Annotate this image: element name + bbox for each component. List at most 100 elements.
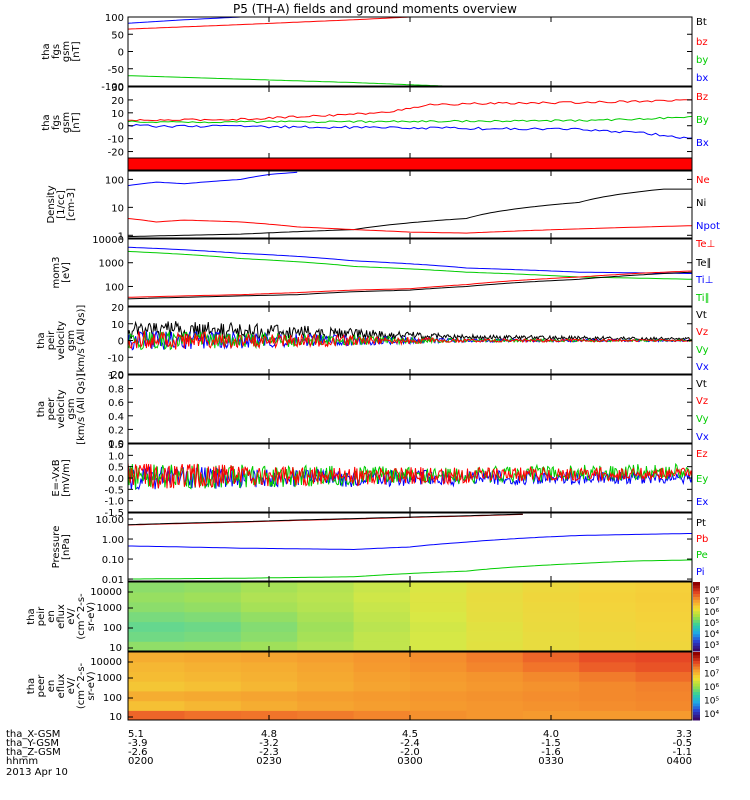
panel-plot-area — [128, 320, 692, 351]
y-tick-label: 10.00 — [95, 515, 124, 526]
y-axis-label: velocity — [56, 321, 67, 360]
spectrogram-cell — [466, 681, 524, 692]
legend-label-Bt: Bt — [696, 17, 707, 28]
spectrogram-cell — [297, 661, 355, 672]
colorbar-segment — [693, 582, 700, 586]
y-tick-label: 0.0 — [108, 439, 124, 450]
legend-label-Vy: Vy — [696, 414, 709, 425]
series-Vt — [128, 320, 692, 342]
legend-label-Ex: Ex — [696, 497, 708, 508]
spectrogram-cell — [410, 700, 467, 711]
spectrogram-cell — [466, 621, 524, 632]
spectrogram-cell — [184, 582, 242, 593]
legend-label-Vz: Vz — [696, 327, 708, 338]
series-Te⊥ — [128, 270, 692, 298]
panel-plot-area — [128, 246, 692, 300]
spectrogram-cell — [184, 611, 242, 623]
x-axis-row-value: 4.8 — [261, 729, 277, 740]
legend-label-Npot: Npot — [696, 221, 720, 232]
legend-label-Vx: Vx — [696, 362, 709, 373]
spectrogram-cell — [353, 661, 411, 672]
colorbar-segment — [693, 674, 700, 678]
spectrogram-cell — [522, 690, 580, 702]
y-axis-label: tha — [41, 114, 52, 130]
colorbar-segment — [693, 703, 700, 707]
spectrogram-cell — [635, 671, 692, 682]
y-tick-label: 1 — [118, 231, 124, 242]
series-By — [128, 115, 692, 124]
spectrogram-cell — [466, 631, 524, 642]
legend-label-Pt: Pt — [696, 518, 706, 529]
legend-label-Bx: Bx — [696, 138, 709, 149]
spectrogram-cell — [579, 631, 637, 642]
colorbar-segment — [693, 711, 700, 715]
spectrogram-cell — [353, 631, 411, 642]
colorbar-segment — [693, 625, 700, 629]
y-tick-label: 10 — [111, 320, 124, 331]
panel-frame — [127, 157, 693, 171]
y-axis-label: eV/ — [66, 608, 77, 625]
y-axis-label: tha — [26, 608, 37, 624]
spectrogram-cell — [635, 591, 692, 603]
colorbar-segment — [693, 688, 700, 693]
legend-label-Te⊥: Te⊥ — [695, 239, 715, 250]
spectrogram-cell — [410, 621, 467, 632]
y-axis-label: [1/cc] — [56, 190, 67, 219]
spectrogram-cell — [410, 641, 467, 651]
series-Npot — [128, 171, 298, 187]
spectrogram-cell — [240, 601, 298, 613]
colorbar-segment — [693, 671, 700, 676]
spectrogram-cell — [240, 700, 298, 711]
y-axis-label: peir — [46, 330, 57, 350]
y-tick-label: 1000 — [97, 673, 122, 684]
colorbar: 10⁸ 10⁷ 10⁶ 10⁵ 10⁴ — [693, 652, 719, 721]
spectrogram-cell — [579, 621, 637, 632]
y-tick-label: -10 — [108, 353, 124, 364]
colorbar-segment — [693, 587, 700, 592]
spectrogram-cell — [353, 582, 411, 593]
spectrogram-cell — [466, 601, 524, 613]
spectrogram-cell — [353, 700, 411, 711]
colorbar-segment — [693, 677, 700, 681]
colorbar-segment — [693, 584, 700, 589]
colorbar-tick-label: 10⁵ — [704, 697, 719, 707]
spectrogram-cell — [466, 700, 524, 711]
colorbar-segment — [693, 630, 700, 635]
y-axis-label: velocity — [56, 389, 67, 428]
colorbar-segment — [693, 705, 700, 710]
spectrogram-cell — [240, 681, 298, 692]
colorbar-segment — [693, 694, 700, 698]
spectrogram-cell — [466, 661, 524, 672]
y-tick-label: 100 — [103, 693, 122, 704]
spectrogram-cell — [579, 611, 637, 623]
series-Bx — [128, 123, 692, 139]
spectrogram-cell — [579, 681, 637, 692]
y-axis-label: eflux — [56, 604, 67, 629]
panel-9: 10.00 1.00 0.10 0.01 Pressure [nPa] Pt Pb Pe Pi — [51, 512, 708, 586]
x-axis-row-value: -0.5 — [672, 738, 692, 749]
legend-label-Vx: Vx — [696, 432, 709, 443]
y-tick-label: 100 — [105, 175, 124, 186]
colorbar-segment — [693, 666, 700, 670]
spectrogram-cell — [128, 681, 185, 692]
legend-label-Pb: Pb — [696, 534, 708, 545]
series-Vx — [128, 330, 692, 351]
colorbar-segment — [693, 691, 700, 695]
spectrogram-cell — [353, 681, 411, 692]
spectrogram-cell — [410, 652, 467, 663]
spectrogram-cell — [353, 601, 411, 613]
y-tick-label: 100 — [105, 282, 124, 293]
y-tick-label: 100 — [105, 13, 124, 24]
x-axis-row-value: -1.5 — [541, 738, 561, 749]
x-axis-row-value: 0330 — [538, 756, 563, 767]
spectrogram-cell — [522, 611, 580, 623]
spectrogram-cell — [635, 710, 692, 720]
spectrogram-cell — [184, 641, 242, 651]
panel-2: 30 20 10 0 -10 -20 tha fgs gsm [nT] Bz By Bx — [41, 83, 709, 159]
spectrogram-cell — [128, 601, 185, 613]
x-axis-row-value: -2.3 — [259, 747, 279, 758]
spectrogram-cell — [128, 671, 185, 682]
panel-plot-area — [128, 99, 692, 139]
spectrogram-cell — [466, 652, 524, 663]
